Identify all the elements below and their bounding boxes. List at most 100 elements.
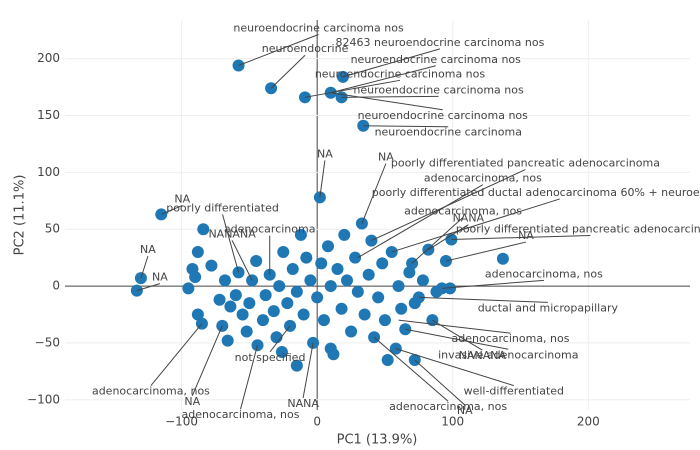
point	[392, 280, 405, 293]
annotation-arrow	[405, 328, 509, 350]
y-tick-label: −50	[35, 335, 60, 349]
point	[351, 285, 364, 298]
annotation: adenocarcinoma, nos	[452, 332, 570, 345]
annotation-arrow	[361, 163, 387, 224]
point	[300, 251, 313, 264]
annotation: NA	[140, 243, 156, 256]
annotation-arrow	[363, 125, 449, 128]
point	[275, 346, 288, 359]
annotation: poorly differentiated ductal adenocarcin…	[372, 186, 700, 199]
annotation-arrow	[302, 342, 314, 399]
point	[349, 251, 362, 264]
point	[191, 245, 204, 258]
x-tick-label: 0	[313, 415, 321, 429]
point	[322, 240, 335, 253]
y-tick-label: −100	[27, 392, 60, 406]
annotation-arrow	[373, 336, 449, 402]
annotation: NA	[152, 271, 168, 284]
point	[324, 280, 337, 293]
point	[376, 257, 389, 270]
annotation-arrow	[330, 92, 443, 111]
point	[290, 359, 303, 372]
annotation-arrow	[161, 204, 183, 215]
annotation: well-differentiated	[464, 385, 564, 398]
annotation-arrow	[304, 79, 401, 98]
annotation-arrow	[432, 319, 483, 351]
point	[358, 308, 371, 321]
point	[218, 274, 231, 287]
point	[444, 282, 457, 295]
point	[273, 280, 286, 293]
point	[340, 274, 353, 287]
point	[324, 342, 337, 355]
y-tick-label: 100	[37, 165, 60, 179]
annotation-arrow	[330, 65, 436, 94]
point	[338, 228, 351, 241]
annotation: adenocarcinoma, nos	[485, 267, 603, 280]
annotation: NANA	[453, 212, 485, 225]
annotation-arrow	[414, 359, 466, 406]
annotation-arrow	[136, 283, 161, 292]
point	[335, 302, 348, 315]
point	[297, 308, 310, 321]
grid	[65, 20, 690, 410]
annotation-arrow	[270, 54, 306, 89]
point	[286, 263, 299, 276]
annotation: adenocarcinoma, nos	[424, 172, 542, 185]
annotation: neuroendocrine carcinoma nos	[233, 21, 404, 34]
y-tick-label: 150	[37, 108, 60, 122]
point	[240, 325, 253, 338]
annotation: poorly differentiated pancreatic adenoca…	[456, 222, 700, 235]
annotation-arrow	[398, 319, 511, 334]
annotation-arrow	[191, 325, 223, 397]
point	[277, 245, 290, 258]
point	[221, 334, 234, 347]
annotation: adenocarcinoma	[224, 223, 316, 236]
x-tick-label: 100	[441, 415, 464, 429]
point	[385, 245, 398, 258]
annotation: neuroendocrine carcinoma nos	[358, 109, 529, 122]
annotation-arrow	[342, 48, 441, 78]
annotation: neuroendocrine carcinoma nos	[315, 67, 486, 80]
annotation: NA	[457, 404, 473, 417]
annotation: poorly differentiated pancreatic adenoca…	[391, 157, 660, 170]
point	[182, 282, 195, 295]
point	[378, 314, 391, 327]
annotation: NA	[378, 151, 394, 164]
point	[381, 353, 394, 366]
point	[496, 252, 509, 265]
annotation-arrow	[240, 345, 258, 410]
annotation: NA	[518, 229, 534, 242]
point	[243, 297, 256, 310]
annotation: adenocarcinoma, nos	[404, 204, 522, 217]
annotation-arrow	[411, 216, 464, 264]
point	[403, 266, 416, 279]
annotation-arrow	[269, 325, 291, 353]
point	[294, 228, 307, 241]
annotation-arrow	[222, 214, 240, 273]
y-axis-title: PC2 (11.1%)	[13, 175, 28, 256]
point	[250, 255, 263, 268]
annotation: adenocarcinoma, nos	[389, 400, 507, 413]
point	[267, 305, 280, 318]
point	[395, 302, 408, 315]
annotation: adenocarcinoma, nos	[92, 385, 210, 398]
point	[311, 291, 324, 304]
point	[259, 289, 272, 302]
point	[331, 263, 344, 276]
annotation-arrow	[395, 348, 514, 387]
y-tick-label: 200	[37, 51, 60, 65]
annotation-arrow	[357, 184, 484, 259]
annotation-arrow	[231, 240, 253, 281]
annotation: neuroendocrine carcinoma nos	[351, 53, 522, 66]
point	[256, 314, 269, 327]
point	[315, 257, 328, 270]
point	[416, 274, 429, 287]
annotation: neuroendocrine carcinoma nos	[353, 83, 524, 96]
point	[304, 274, 317, 287]
annotation: ductal and micropapillary	[478, 301, 619, 314]
y-tick-label: 50	[45, 222, 60, 236]
annotation: adenocarcinoma, nos	[182, 408, 300, 421]
annotation-arrow	[238, 34, 319, 66]
